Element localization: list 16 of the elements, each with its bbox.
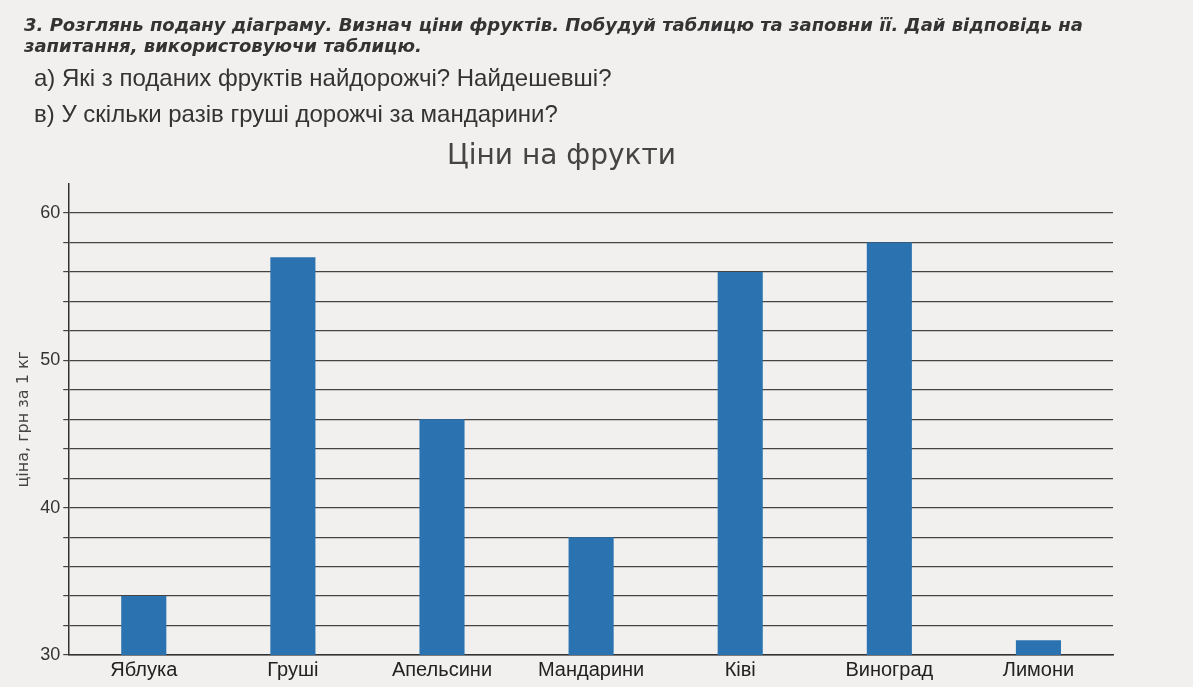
x-tick-label: Лимони (1002, 657, 1075, 680)
y-axis-title: ціна, грн за 1 кг (12, 350, 32, 488)
y-tick-label: 60 (40, 202, 61, 223)
y-tick-label: 30 (40, 643, 61, 664)
text: 3. Розглянь подану діаграму. Визнач ціни фруктів. Побудуй таблицю та заповни її. Дай відповідь на запитання, використовуючи таблицю. (24, 14, 1084, 56)
x-tick-label: Виноград (845, 657, 934, 680)
x-tick-label: Апельсини (391, 657, 493, 680)
x-tick-label: Груші (267, 657, 319, 680)
text: в) У скільки разів груші дорожчі за мандарини? (33, 100, 559, 128)
x-tick-label: Яблука (110, 657, 179, 680)
x-tick-label: Ківі (724, 657, 756, 680)
text: а) Які з поданих фруктів найдорожчі? Найдешевші? (33, 64, 613, 92)
x-tick-label: Мандарини (537, 657, 645, 680)
chart-title: Ціни на фрукти (447, 138, 676, 172)
y-tick-label: 40 (40, 496, 61, 517)
y-tick-label: 50 (40, 349, 61, 370)
